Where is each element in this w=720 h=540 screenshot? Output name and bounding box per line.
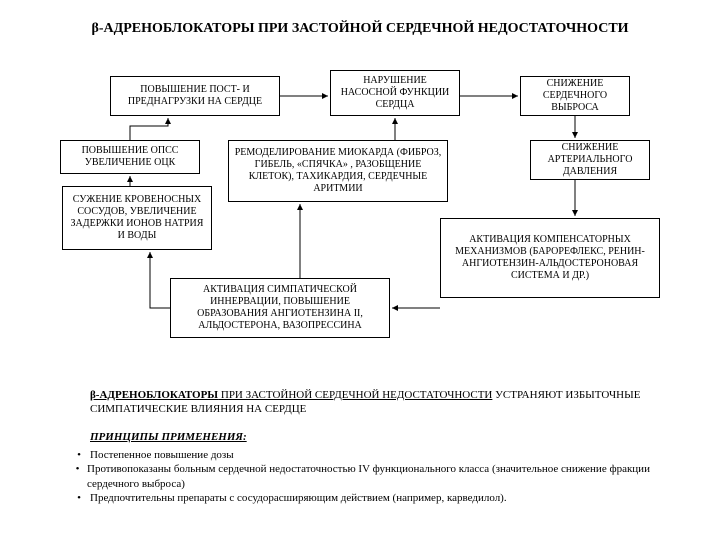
bullet-icon: • bbox=[68, 491, 90, 505]
bullet-text: Постепенное повышение дозы bbox=[90, 448, 234, 462]
box-compensatory: АКТИВАЦИЯ КОМПЕНСАТОРНЫХ МЕХАНИЗМОВ (БАР… bbox=[440, 218, 660, 298]
edge-b9-b7 bbox=[150, 252, 170, 308]
box-cardiac-output: СНИЖЕНИЕ СЕРДЕЧНОГО ВЫБРОСА bbox=[520, 76, 630, 116]
box-pump-dysfunction: НАРУШЕНИЕ НАСОСНОЙ ФУНКЦИИ СЕРДЦА bbox=[330, 70, 460, 116]
diagram-title: β-АДРЕНОБЛОКАТОРЫ ПРИ ЗАСТОЙНОЙ СЕРДЕЧНО… bbox=[0, 20, 720, 38]
list-item: •Предпочтительны препараты с сосудорасши… bbox=[90, 491, 660, 505]
principles-heading: ПРИНЦИПЫ ПРИМЕНЕНИЯ: bbox=[90, 430, 660, 444]
list-item: •Противопоказаны больным сердечной недос… bbox=[90, 462, 660, 491]
principles-list: •Постепенное повышение дозы •Противопока… bbox=[90, 448, 660, 505]
bullet-text: Предпочтительны препараты с сосудорасшир… bbox=[90, 491, 507, 505]
footer-prefix: β-АДРЕНОБЛОКАТОРЫ bbox=[90, 389, 218, 401]
box-opss: ПОВЫШЕНИЕ ОПСС УВЕЛИЧЕНИЕ ОЦК bbox=[60, 140, 200, 174]
box-vasoconstriction: СУЖЕНИЕ КРОВЕНОСНЫХ СОСУДОВ, УВЕЛИЧЕНИЕ … bbox=[62, 186, 212, 250]
box-bp-drop: СНИЖЕНИЕ АРТЕРИАЛЬНОГО ДАВЛЕНИЯ bbox=[530, 140, 650, 180]
footer-mid: ПРИ ЗАСТОЙНОЙ СЕРДЕЧНОЙ НЕДОСТАТОЧНОСТИ bbox=[218, 389, 492, 401]
box-sympathetic: АКТИВАЦИЯ СИМПАТИЧЕСКОЙ ИННЕРВАЦИИ, ПОВЫ… bbox=[170, 278, 390, 338]
bullet-text: Противопоказаны больным сердечной недост… bbox=[87, 462, 660, 491]
bullet-icon: • bbox=[68, 448, 90, 462]
edge-b4-b1 bbox=[130, 118, 168, 140]
bullet-icon: • bbox=[68, 462, 87, 491]
list-item: •Постепенное повышение дозы bbox=[90, 448, 660, 462]
footer-statement: β-АДРЕНОБЛОКАТОРЫ ПРИ ЗАСТОЙНОЙ СЕРДЕЧНО… bbox=[90, 388, 660, 417]
box-remodeling: РЕМОДЕЛИРОВАНИЕ МИОКАРДА (ФИБРОЗ, ГИБЕЛЬ… bbox=[228, 140, 448, 202]
box-preload: ПОВЫШЕНИЕ ПОСТ- И ПРЕДНАГРУЗКИ НА СЕРДЦЕ bbox=[110, 76, 280, 116]
